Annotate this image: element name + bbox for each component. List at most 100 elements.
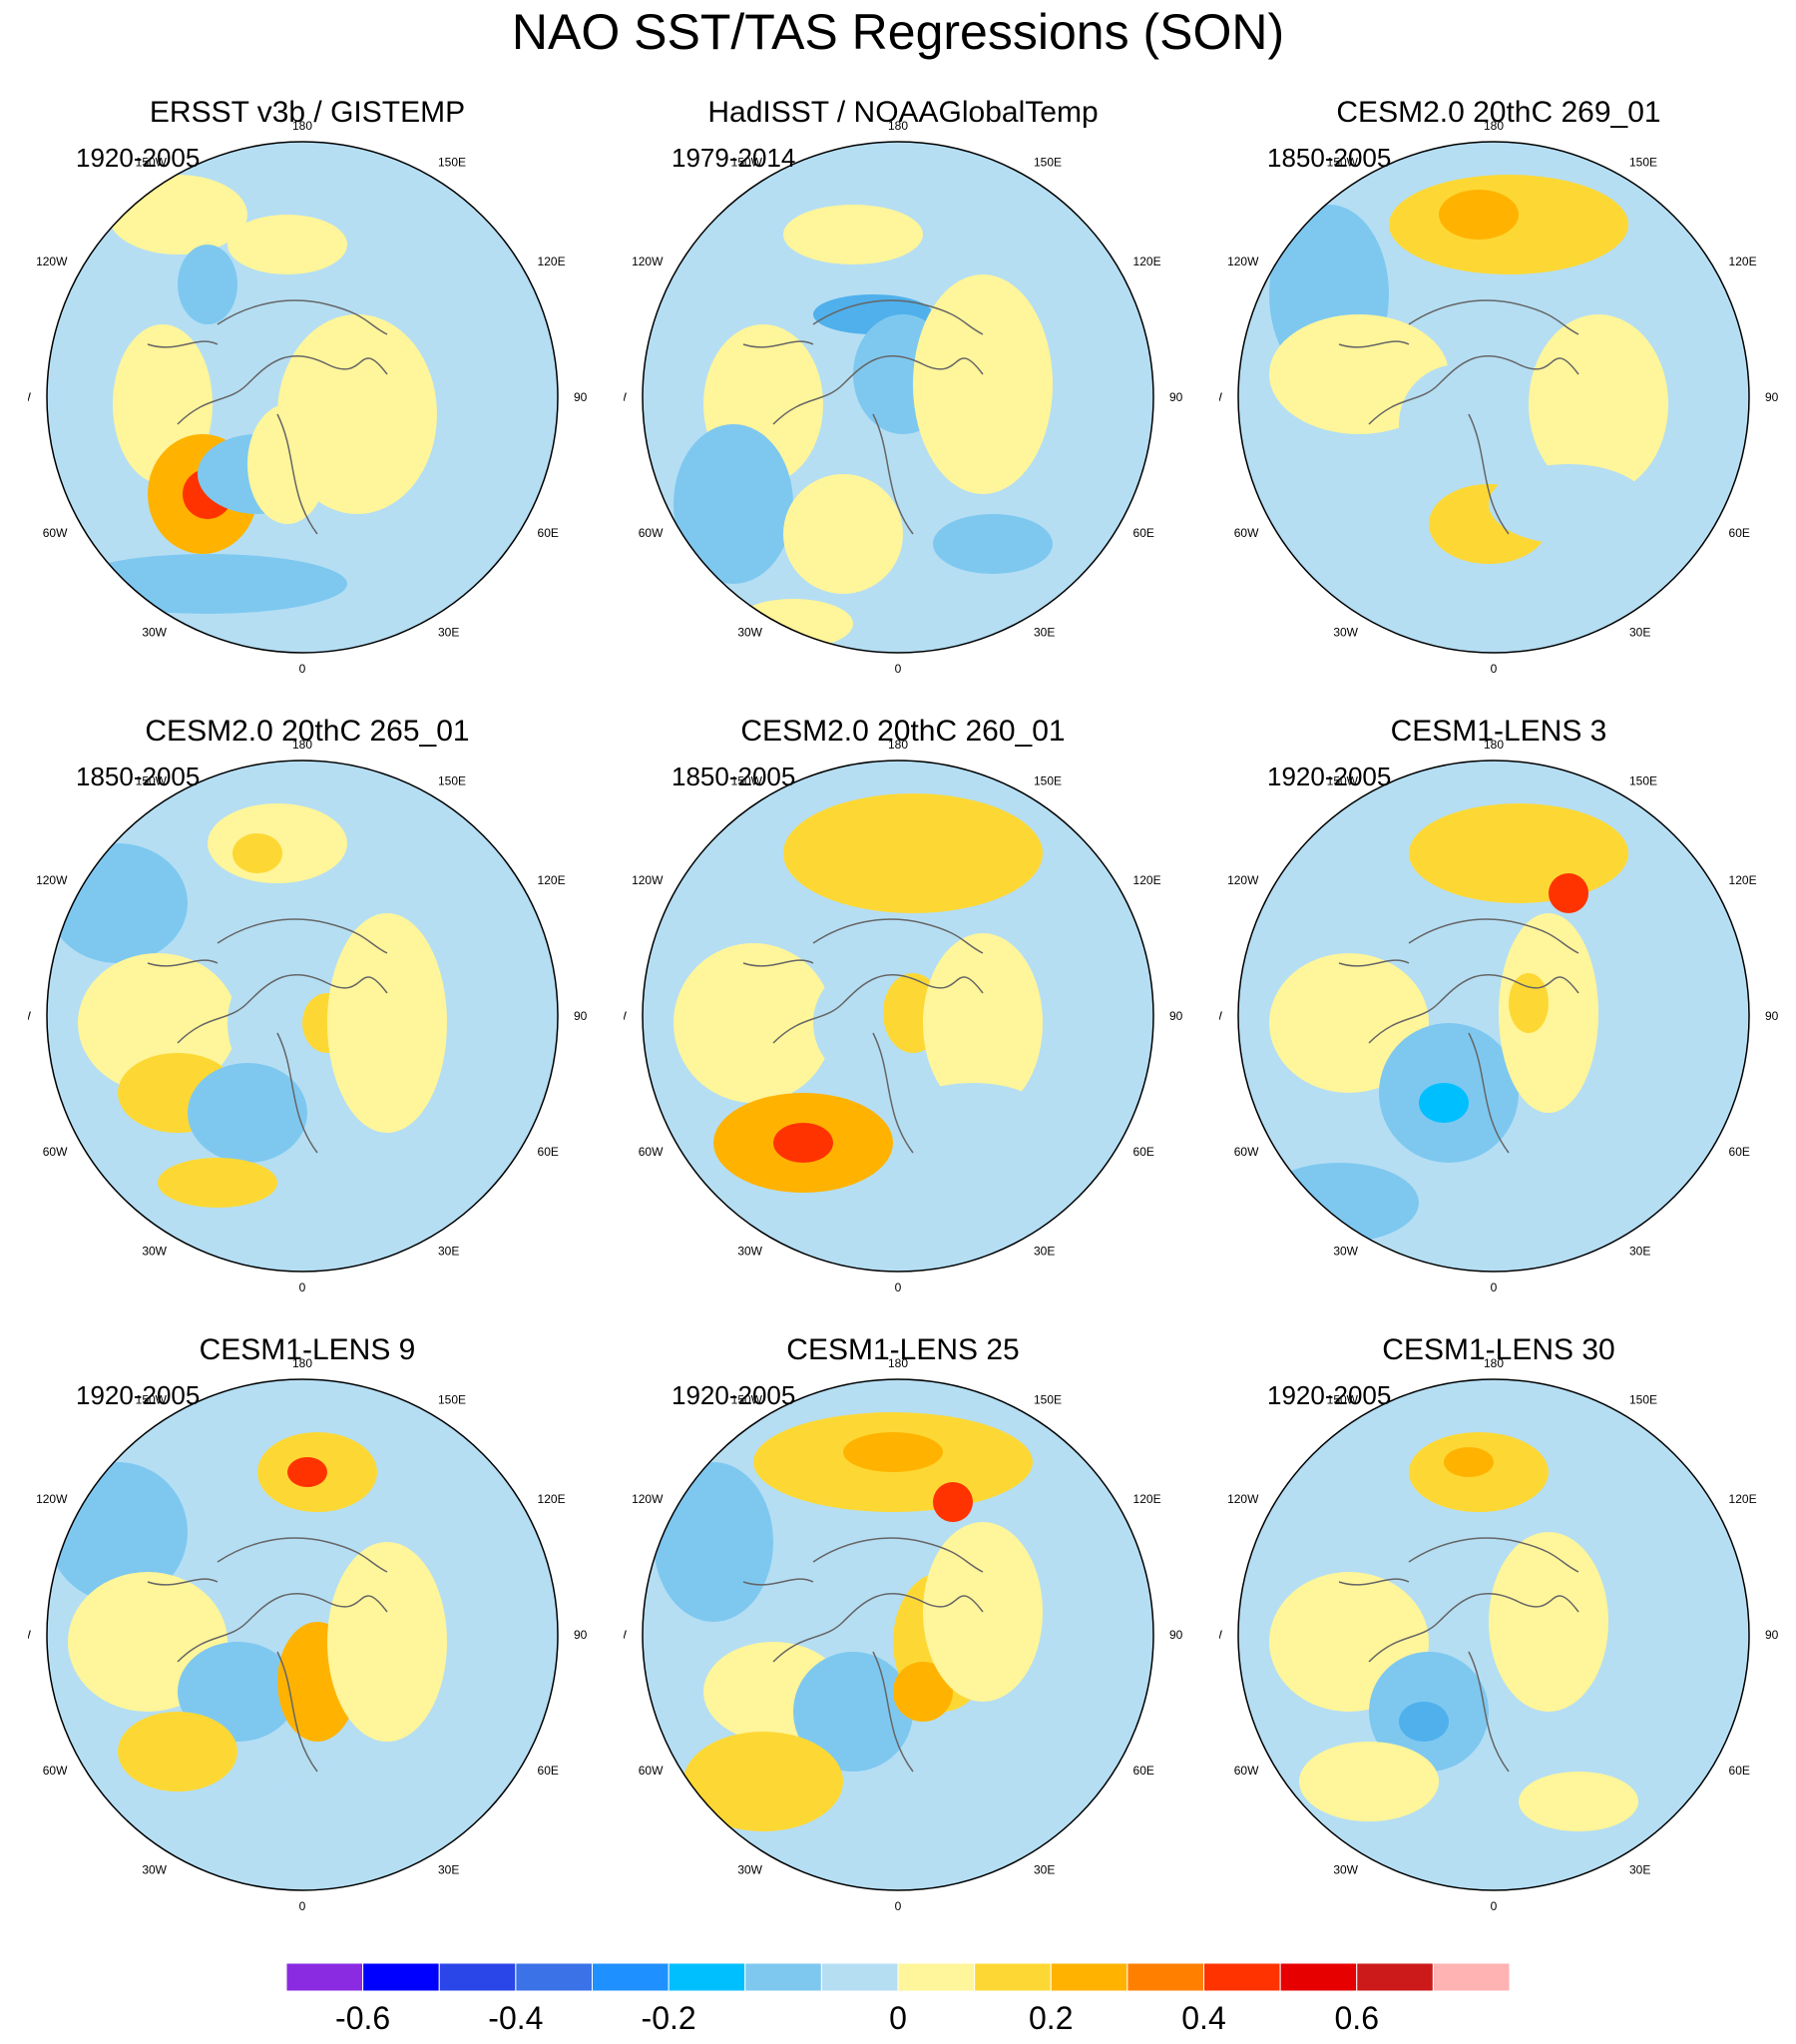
panel-title: CESM1-LENS 30: [1382, 1333, 1615, 1366]
longitude-label: 30W: [142, 626, 167, 640]
colorbar-swatch: [820, 1963, 899, 1992]
colorbar-swatch: [1356, 1963, 1434, 1992]
anomaly-patch: [843, 1432, 943, 1472]
polar-stereographic-map: 180 150E 120E 90E 60E 30E 0 30W 60W 90W 120W 150W: [28, 119, 587, 676]
anomaly-patch: [773, 1123, 833, 1163]
longitude-label: 90E: [1765, 1009, 1778, 1023]
longitude-label: 180: [888, 1356, 908, 1370]
colorbar-swatch: [668, 1963, 746, 1992]
longitude-label: 30E: [1034, 1863, 1055, 1877]
longitude-label: 120W: [632, 255, 664, 268]
anomaly-patch: [188, 1063, 307, 1163]
map-boundary: [642, 1378, 1154, 1891]
colorbar-label: 0.6: [1335, 2000, 1379, 2033]
longitude-label: 60E: [538, 1145, 559, 1159]
panel-title: CESM2.0 20thC 260_01: [740, 715, 1066, 748]
longitude-label: 90W: [624, 390, 628, 404]
longitude-label: 0: [299, 1280, 306, 1294]
anomaly-patch: [108, 175, 247, 255]
longitude-label: 120E: [538, 255, 566, 268]
longitude-label: 120W: [36, 1492, 68, 1506]
map-boundary: [46, 760, 559, 1273]
longitude-label: 60W: [43, 1145, 68, 1159]
colorbar-label: 0: [889, 2000, 907, 2033]
polar-stereographic-map: 180 150E 120E 90E 60E 30E 0 30W 60W 90W 120W 150W: [624, 119, 1182, 676]
colorbar-swatch: [1203, 1963, 1281, 1992]
longitude-label: 0: [1491, 1899, 1498, 1913]
longitude-label: 60E: [1133, 526, 1154, 540]
longitude-label: 90E: [1169, 1628, 1182, 1642]
anomaly-patch: [783, 474, 903, 594]
map-boundary: [46, 141, 559, 654]
longitude-label: 30E: [1629, 626, 1650, 640]
longitude-label: 30W: [142, 1863, 167, 1877]
longitude-label: 120W: [36, 255, 68, 268]
anomaly-patch: [674, 943, 833, 1103]
longitude-label: 90E: [1765, 1628, 1778, 1642]
longitude-label: 180: [888, 119, 908, 133]
anomaly-patch: [1299, 1742, 1439, 1821]
longitude-label: 120E: [1729, 1492, 1757, 1506]
longitude-label: 30W: [142, 1245, 167, 1259]
panel-period: 1979-2014: [672, 143, 796, 173]
longitude-label: 0: [1491, 1280, 1498, 1294]
anomaly-patch: [654, 1462, 773, 1622]
longitude-label: 120E: [1133, 873, 1161, 887]
longitude-label: 150E: [1629, 773, 1657, 787]
longitude-label: 60E: [538, 526, 559, 540]
polar-stereographic-map: 180 150E 120E 90E 60E 30E 0 30W 60W 90W 120W 150W: [28, 738, 587, 1294]
longitude-label: 120E: [1133, 255, 1161, 268]
longitude-label: 90E: [574, 1628, 587, 1642]
longitude-label: 150E: [1034, 773, 1062, 787]
longitude-label: 0: [299, 1899, 306, 1913]
longitude-label: 120E: [1133, 1492, 1161, 1506]
colorbar-swatch: [1432, 1963, 1510, 1992]
anomaly-patch: [1519, 1772, 1638, 1831]
longitude-label: 30E: [1034, 626, 1055, 640]
longitude-label: 90W: [28, 390, 32, 404]
panel-period: 1920-2005: [1267, 1380, 1392, 1410]
colorbar-label: 0.4: [1181, 2000, 1225, 2033]
panel-period: 1920-2005: [76, 1380, 201, 1410]
longitude-label: 30W: [737, 1863, 762, 1877]
anomaly-patch: [227, 215, 347, 274]
polar-stereographic-map: 180 150E 120E 90E 60E 30E 0 30W 60W 90W 120W 150W: [624, 738, 1182, 1294]
anomaly-patch: [893, 1662, 953, 1722]
longitude-label: 180: [292, 738, 312, 752]
longitude-label: 60W: [1234, 1764, 1259, 1778]
longitude-label: 30E: [438, 626, 459, 640]
longitude-label: 60W: [639, 1764, 664, 1778]
longitude-label: 90E: [574, 1009, 587, 1023]
longitude-label: 150W: [136, 155, 168, 169]
longitude-label: 60W: [1234, 526, 1259, 540]
anomaly-patch: [783, 793, 1043, 913]
longitude-label: 60W: [639, 1145, 664, 1159]
longitude-label: 90W: [1219, 1628, 1223, 1642]
longitude-label: 150W: [1327, 773, 1359, 787]
anomaly-patch: [277, 1762, 437, 1841]
panel-title: CESM1-LENS 9: [199, 1333, 416, 1366]
anomaly-patch: [287, 1457, 327, 1487]
coastline: [147, 299, 388, 535]
colorbar-swatch: [515, 1963, 593, 1992]
map-boundary: [1237, 1378, 1750, 1891]
panel-title: CESM2.0 20thC 265_01: [145, 715, 470, 748]
longitude-label: 120W: [632, 1492, 664, 1506]
longitude-label: 120E: [1729, 255, 1757, 268]
longitude-label: 0: [1491, 662, 1498, 676]
panel-title: HadISST / NOAAGlobalTemp: [707, 96, 1099, 129]
longitude-label: 60E: [538, 1764, 559, 1778]
longitude-label: 150E: [1034, 155, 1062, 169]
anomaly-patch: [327, 1542, 447, 1742]
panel-period: 1850-2005: [1267, 143, 1392, 173]
anomaly-patch: [227, 953, 347, 1093]
longitude-label: 150W: [1327, 155, 1359, 169]
anomaly-patch: [1444, 1447, 1494, 1477]
anomaly-patch: [1489, 464, 1648, 544]
anomaly-patch: [783, 205, 923, 264]
longitude-label: 60E: [1133, 1764, 1154, 1778]
coastline: [742, 1537, 984, 1773]
